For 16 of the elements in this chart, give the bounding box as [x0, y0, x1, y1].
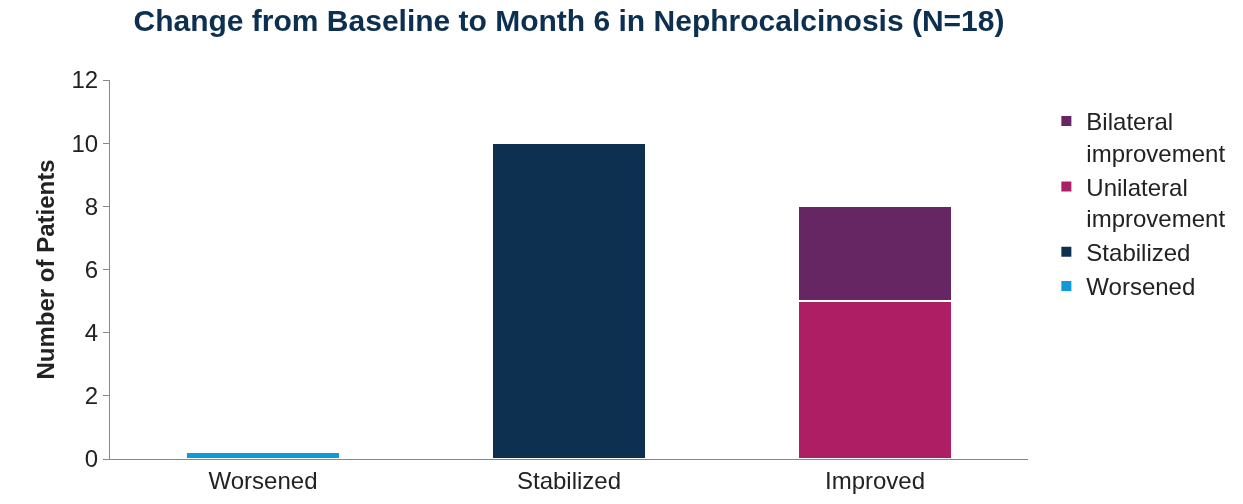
legend-label: Bilateral improvement	[1086, 108, 1226, 167]
legend-label: Unilateral improvement	[1086, 173, 1226, 233]
chart-title: Change from Baseline to Month 6 in Nephrocalcinosis (N=18)	[133, 4, 1005, 38]
y-tick-label: 0	[84, 445, 99, 473]
y-tick-label: 2	[84, 382, 99, 410]
y-tick-label: 8	[84, 192, 99, 220]
y-tick-label: 10	[71, 129, 99, 157]
x-tick-label: Stabilized	[516, 466, 622, 494]
x-tick-label: Improved	[824, 466, 926, 494]
legend-label: Worsened	[1086, 273, 1196, 301]
y-tick-label: 12	[71, 66, 99, 94]
y-tick-label: 6	[84, 255, 99, 283]
y-tick-label: 4	[84, 319, 99, 347]
y-axis-title: Number of Patients	[31, 159, 59, 380]
x-tick-label: Worsened	[208, 466, 318, 494]
legend-label: Stabilized	[1086, 239, 1191, 267]
